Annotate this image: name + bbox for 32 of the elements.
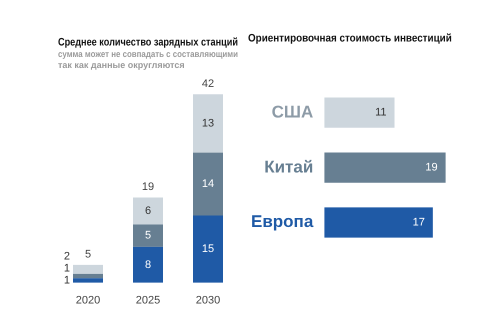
- bar: [133, 224, 163, 247]
- chart-subtitle: сумма может не совпадать с составляющими так как данные округляются: [58, 48, 238, 70]
- data-label: 17: [412, 216, 425, 229]
- total-label: 19: [142, 181, 154, 194]
- data-label: 13: [202, 117, 214, 130]
- bar: [133, 198, 163, 224]
- data-label: 8: [144, 258, 152, 271]
- bar: [193, 152, 223, 216]
- y-tick-label: Китай: [264, 157, 314, 176]
- bar: [133, 246, 163, 283]
- bar: [73, 274, 103, 278]
- data-label: 19: [425, 162, 438, 174]
- data-label: 6: [144, 205, 152, 218]
- data-label: 5: [144, 230, 152, 242]
- y-tick-label: Европа: [251, 212, 314, 232]
- x-tick-label: 2025: [136, 294, 160, 306]
- y-tick-label: США: [272, 102, 314, 122]
- data-label: 2: [64, 250, 70, 263]
- data-label: 1: [64, 274, 70, 287]
- total-label: 5: [84, 248, 92, 260]
- total-label: 42: [202, 78, 214, 90]
- bar: [193, 215, 223, 283]
- data-label: 1: [64, 262, 70, 275]
- chart-title: Среднее количество зарядных станций: [58, 36, 238, 49]
- bar: [73, 264, 103, 274]
- bar: [193, 94, 223, 153]
- data-label: 11: [375, 106, 387, 119]
- data-label: 15: [202, 243, 214, 256]
- x-tick-label: 2030: [196, 294, 220, 306]
- chart-title: Ориентировочная стоимость инвестиций: [248, 33, 452, 45]
- data-label: 14: [202, 178, 214, 190]
- x-tick-label: 2020: [76, 294, 100, 306]
